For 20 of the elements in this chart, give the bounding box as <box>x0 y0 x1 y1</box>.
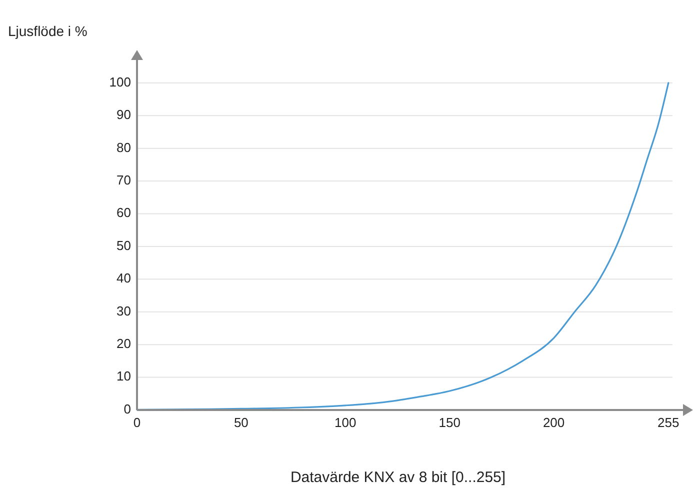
x-tick-label: 200 <box>542 415 565 430</box>
line-series <box>136 82 670 410</box>
y-tick-label: 50 <box>116 238 131 253</box>
x-tick-label: 150 <box>438 415 460 430</box>
y-tick-label: 90 <box>116 107 131 122</box>
x-axis-title: Datavärde KNX av 8 bit [0...255] <box>290 469 506 486</box>
y-tick-label: 100 <box>109 74 131 90</box>
y-tick-label: 0 <box>124 401 131 416</box>
x-tick-label: 100 <box>334 415 356 430</box>
y-tick-label: 80 <box>116 140 131 155</box>
y-axis-title: Ljusflöde i % <box>8 23 88 39</box>
y-tick-label: 20 <box>116 336 131 352</box>
y-tick-label: 40 <box>116 270 131 286</box>
x-tick-label: 50 <box>234 415 248 430</box>
y-tick-label: 30 <box>116 303 131 318</box>
y-tick-label: 70 <box>116 172 131 188</box>
x-tick-label: 0 <box>133 415 141 430</box>
x-tick-label: 255 <box>658 415 680 430</box>
y-tick-label: 10 <box>116 368 131 384</box>
y-tick-label: 60 <box>116 205 131 220</box>
